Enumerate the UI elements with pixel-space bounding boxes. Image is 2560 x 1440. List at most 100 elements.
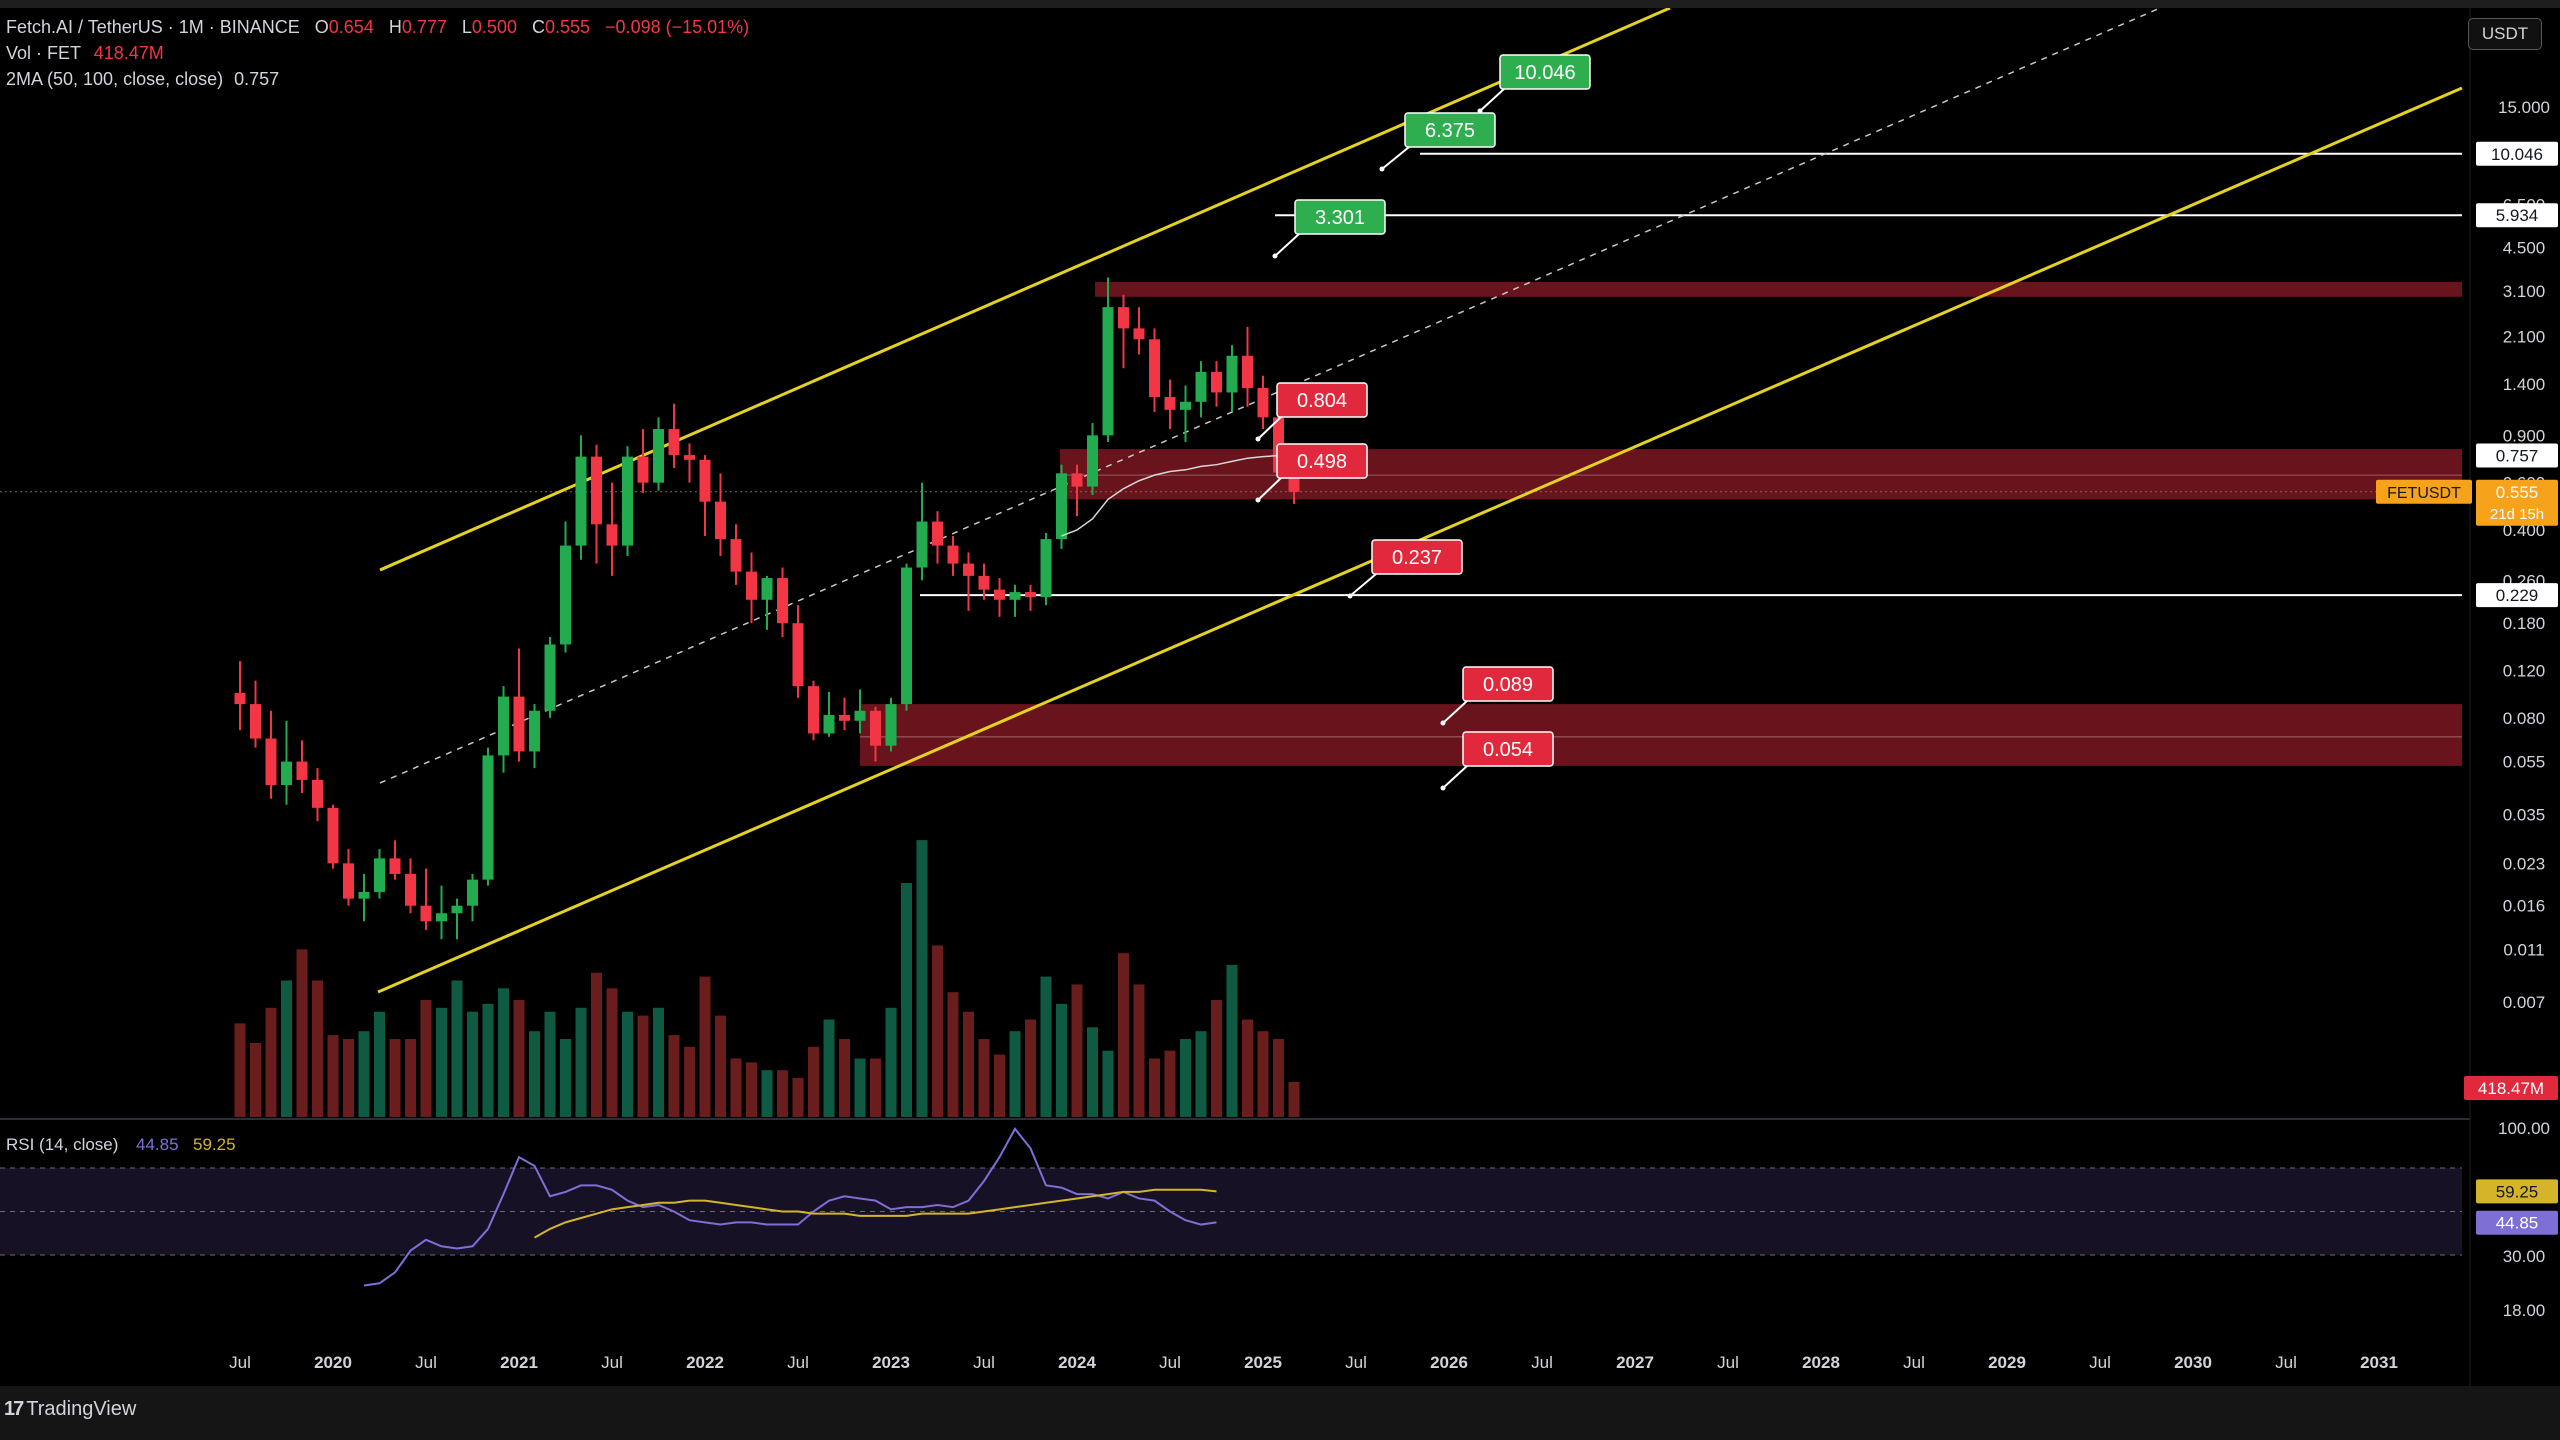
candle-body: [358, 891, 370, 899]
symbol-title[interactable]: Fetch.AI / TetherUS · 1M · BINANCE: [6, 17, 300, 37]
volume-bar: [885, 1007, 897, 1117]
time-axis: Jul 2020 Jul 2021 Jul 2022 Jul 2023 Jul 2024 Jul 20…: [229, 1353, 2398, 1372]
candle-body: [389, 858, 401, 874]
symbol-badge-text: FETUSDT: [2387, 485, 2461, 502]
target-label-text: 0.089: [1483, 674, 1533, 696]
volume-bar: [405, 1039, 416, 1117]
candle-body: [1133, 328, 1145, 340]
candle-body: [854, 710, 866, 721]
price-tick-label: 0.180: [2503, 614, 2546, 633]
ohlc-legend: Fetch.AI / TetherUS · 1M · BINANCE O0.65…: [6, 14, 759, 40]
volume-bar: [1087, 1027, 1098, 1117]
volume-bar: [312, 980, 323, 1117]
candle-body: [1009, 592, 1021, 600]
candle-body: [746, 571, 757, 600]
candle-body: [1102, 307, 1114, 436]
price-tick-label: 1.400: [2503, 375, 2546, 394]
candle-body: [482, 755, 494, 880]
time-tick-label: 2023: [872, 1353, 910, 1372]
last-price-value: 0.555: [2496, 483, 2539, 502]
target-anchor: [1347, 593, 1353, 599]
volume-bar: [513, 1000, 525, 1117]
rsi-line: [363, 1127, 1217, 1287]
price-tick-label: 0.035: [2503, 805, 2546, 824]
rsi-legend-value: 44.85: [136, 1135, 179, 1154]
hline-price-badge: 5.934: [2496, 206, 2539, 225]
rsi-badge-bg: [2476, 1210, 2558, 1235]
candle-body: [653, 429, 664, 483]
volume-legend: Vol · FET 418.47M: [6, 40, 174, 66]
volume-badge-bg: [2464, 1076, 2558, 1100]
ohlc-high-key: H: [388, 17, 402, 37]
volume-bar: [978, 1039, 990, 1117]
volume-bar: [296, 949, 308, 1117]
target-pointer: [1442, 700, 1468, 724]
ohlc-low-value: 0.500: [471, 17, 517, 37]
candle-body: [715, 501, 726, 540]
time-tick-label: 2030: [2174, 1353, 2212, 1372]
volume-bar: [374, 1011, 385, 1117]
candle-body: [1149, 339, 1160, 398]
volume-bar: [358, 1031, 370, 1117]
volume-bar: [932, 945, 943, 1117]
volume-bar: [467, 1011, 478, 1117]
volume-bar: [761, 1070, 773, 1117]
volume-bar: [854, 1058, 866, 1117]
volume-bar: [498, 988, 509, 1117]
ma-price-badge-bg: [2476, 443, 2558, 468]
candles-layer: [234, 277, 1300, 940]
target-label-text: 3.301: [1315, 207, 1365, 229]
volume-bar: [777, 1070, 788, 1117]
ma-legend-value: 0.757: [234, 69, 280, 89]
time-tick-label: 2022: [686, 1353, 724, 1372]
volume-bar: [591, 972, 602, 1117]
rsi-ma-badge-text: 59.25: [2496, 1182, 2539, 1201]
price-chart[interactable]: 10.046 6.375 3.301 0.804 0.498 0.237 0.089 0.05…: [0, 6, 2560, 1386]
volume-bar: [1226, 964, 1238, 1117]
volume-bar: [699, 976, 711, 1117]
chart-area[interactable]: 10.046 6.375 3.301 0.804 0.498 0.237 0.089 0.05…: [0, 6, 2560, 1386]
volume-bar: [684, 1046, 695, 1117]
volume-bar: [1133, 984, 1145, 1117]
volume-bar: [544, 1011, 556, 1117]
volume-bar: [1025, 1019, 1036, 1117]
target-pointer: [1257, 477, 1282, 501]
target-label-box: [1462, 666, 1554, 702]
tradingview-brand[interactable]: 17 TradingView: [4, 1398, 136, 1421]
volume-bar: [420, 1000, 432, 1117]
candle-body: [901, 567, 912, 705]
volume-bar: [606, 988, 618, 1117]
ma-legend-label[interactable]: 2MA (50, 100, close, close): [6, 69, 224, 89]
volume-bar: [1102, 1050, 1114, 1117]
candle-body: [1056, 473, 1067, 540]
target-anchor: [1272, 253, 1278, 259]
volume-legend-label[interactable]: Vol · FET: [6, 43, 81, 63]
volume-legend-value: 418.47M: [93, 43, 164, 63]
zones-layer: [860, 281, 2462, 766]
time-tick-label: 2026: [1430, 1353, 1468, 1372]
time-tick-label: 2021: [500, 1353, 538, 1372]
candle-body: [281, 761, 292, 786]
price-tick-label: 0.011: [2503, 940, 2544, 959]
volume-bar: [281, 980, 292, 1117]
volume-bar: [916, 840, 928, 1117]
volume-bar: [436, 1007, 447, 1117]
candle-body: [1242, 355, 1253, 389]
candle-body: [312, 779, 323, 808]
ma-legend: 2MA (50, 100, close, close) 0.757: [6, 66, 279, 92]
volume-bar: [622, 1011, 633, 1117]
candle-body: [327, 807, 339, 864]
rsi-legend-ma-value: 59.25: [193, 1135, 236, 1154]
volume-bar: [792, 1078, 804, 1117]
target-anchor: [1379, 166, 1385, 172]
price-tick-label: 4.500: [2503, 239, 2546, 258]
ohlc-high-value: 0.777: [401, 17, 447, 37]
candle-body: [529, 710, 540, 752]
time-tick-label: Jul: [973, 1353, 995, 1372]
candle-body: [436, 913, 447, 922]
time-tick-label: Jul: [1345, 1353, 1367, 1372]
candle-body: [544, 644, 556, 711]
currency-button[interactable]: USDT: [2468, 18, 2542, 50]
brand-name: TradingView: [26, 1398, 137, 1420]
volume-bar: [1180, 1039, 1191, 1117]
